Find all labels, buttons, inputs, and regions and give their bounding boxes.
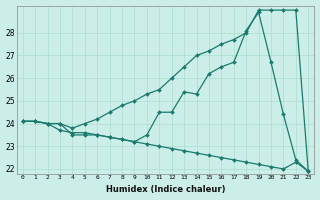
- X-axis label: Humidex (Indice chaleur): Humidex (Indice chaleur): [106, 185, 225, 194]
